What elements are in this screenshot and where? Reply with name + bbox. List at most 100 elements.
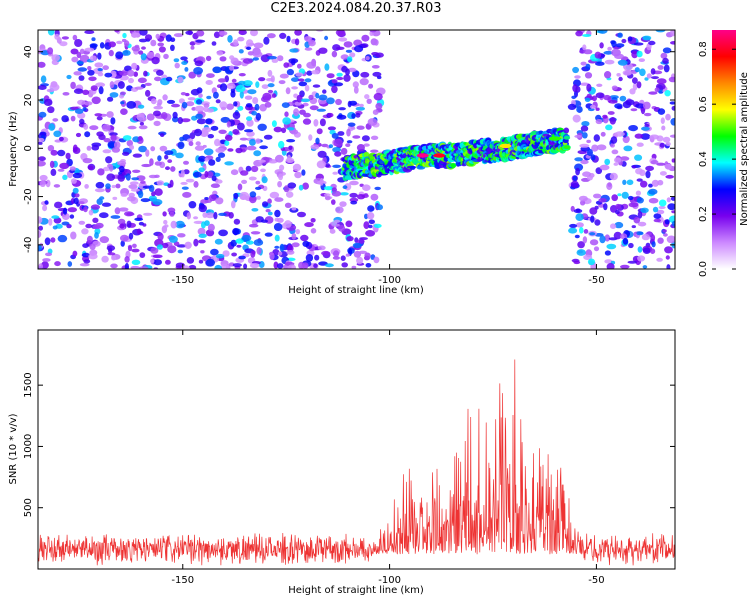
heatmap-cell	[220, 116, 230, 123]
heatmap-cell	[664, 246, 673, 254]
heatmap-cell	[156, 244, 163, 250]
heatmap-cell	[285, 157, 295, 163]
heatmap-cell	[57, 234, 68, 243]
heatmap-cell	[138, 50, 144, 55]
heatmap-cell	[200, 199, 209, 204]
heatmap-cell	[317, 150, 327, 158]
heatmap-cell	[154, 161, 162, 166]
heatmap-cell	[211, 41, 217, 46]
heatmap-cell	[582, 34, 592, 37]
heatmap-cell	[671, 158, 675, 163]
heatmap-cell	[345, 68, 350, 76]
heatmap-cell	[357, 194, 365, 200]
heatmap-cell	[76, 51, 82, 59]
heatmap-cell	[671, 210, 675, 214]
heatmap-cell	[252, 57, 259, 61]
heatmap-cell	[203, 106, 209, 113]
heatmap-cell	[637, 255, 646, 262]
heatmap-cell	[623, 145, 633, 152]
heatmap-cell	[662, 229, 667, 233]
heatmap-cell	[321, 250, 331, 256]
heatmap-cell	[365, 230, 376, 237]
heatmap-cell	[572, 84, 578, 93]
heatmap-cell	[38, 216, 43, 224]
heatmap-cell	[626, 179, 634, 186]
heatmap-cell	[44, 237, 51, 246]
heatmap-cell	[62, 92, 70, 96]
heatmap-cell	[122, 50, 131, 56]
heatmap-cell	[589, 232, 596, 236]
heatmap-cell	[637, 221, 647, 227]
heatmap-cell	[670, 30, 675, 37]
heatmap-cell	[293, 93, 298, 99]
heatmap-cell	[162, 242, 169, 249]
snr-plot	[38, 359, 675, 566]
heatmap-cell	[208, 194, 217, 202]
heatmap-cell	[640, 133, 651, 140]
heatmap-cell	[250, 30, 258, 37]
heatmap-cell	[232, 263, 242, 268]
heatmap-cell	[645, 170, 651, 179]
heatmap-cell	[582, 44, 587, 51]
heatmap-cell	[599, 235, 606, 244]
heatmap-cell	[323, 193, 331, 197]
heatmap-cell	[646, 73, 652, 79]
heatmap-cell	[326, 73, 335, 79]
heatmap-cell	[239, 191, 250, 200]
heatmap-cell	[639, 68, 646, 77]
heatmap-cell	[130, 188, 140, 192]
heatmap-cell	[302, 240, 310, 247]
heatmap-cell	[140, 53, 147, 61]
heatmap-cell	[274, 197, 284, 202]
heatmap-cell	[187, 97, 196, 101]
heatmap-cell	[217, 78, 227, 83]
heatmap-cell	[72, 172, 83, 179]
heatmap-cell	[102, 149, 112, 154]
heatmap-cell	[591, 144, 599, 152]
heatmap-cell	[219, 101, 228, 110]
heatmap-cell	[196, 118, 207, 125]
heatmap-cell	[644, 77, 649, 81]
heatmap-cell	[263, 134, 273, 140]
heatmap-cell	[78, 220, 86, 225]
heatmap-cell	[59, 162, 70, 170]
heatmap-cell	[286, 250, 295, 255]
heatmap-axes: -150 -100 -50 -40 -20 0 20 40	[23, 30, 675, 286]
heatmap-cell	[213, 91, 219, 99]
heatmap-cell	[246, 131, 255, 137]
heatmap-cell	[606, 263, 615, 269]
heatmap-cell	[257, 123, 267, 131]
heatmap-cell	[324, 195, 331, 201]
heatmap-cell	[109, 92, 119, 98]
heatmap-cell	[165, 76, 173, 82]
heatmap-cell	[238, 255, 246, 260]
heatmap-cell	[228, 212, 234, 219]
heatmap-cell	[658, 205, 666, 210]
heatmap-cell	[139, 121, 144, 126]
heatmap-cell	[637, 211, 643, 219]
heatmap-cell	[162, 211, 167, 217]
heatmap-cell	[635, 168, 643, 175]
heatmap-cell	[127, 125, 137, 130]
heatmap-cell	[101, 124, 111, 132]
heatmap-cell	[309, 105, 319, 111]
heatmap-cell	[88, 209, 94, 216]
heatmap-cell	[206, 73, 215, 78]
heatmap-cell	[333, 138, 343, 147]
heatmap-cell	[331, 190, 342, 197]
heatmap-cell	[177, 117, 183, 124]
heatmap-cell	[631, 165, 637, 169]
heatmap-cell	[82, 107, 87, 112]
heatmap-cell	[650, 234, 656, 242]
heatmap-cell	[604, 158, 611, 166]
heatmap-cell	[215, 156, 221, 162]
heatmap-cell	[84, 184, 89, 189]
heatmap-cell	[579, 143, 590, 148]
heatmap-cell	[608, 99, 618, 104]
heatmap-cell	[214, 264, 222, 269]
heatmap-cell	[188, 201, 197, 209]
heatmap-ylabel: Frequency (Hz)	[8, 111, 19, 187]
heatmap-cell	[156, 102, 162, 107]
heatmap-cell	[194, 60, 204, 67]
heatmap-cell	[603, 50, 614, 55]
